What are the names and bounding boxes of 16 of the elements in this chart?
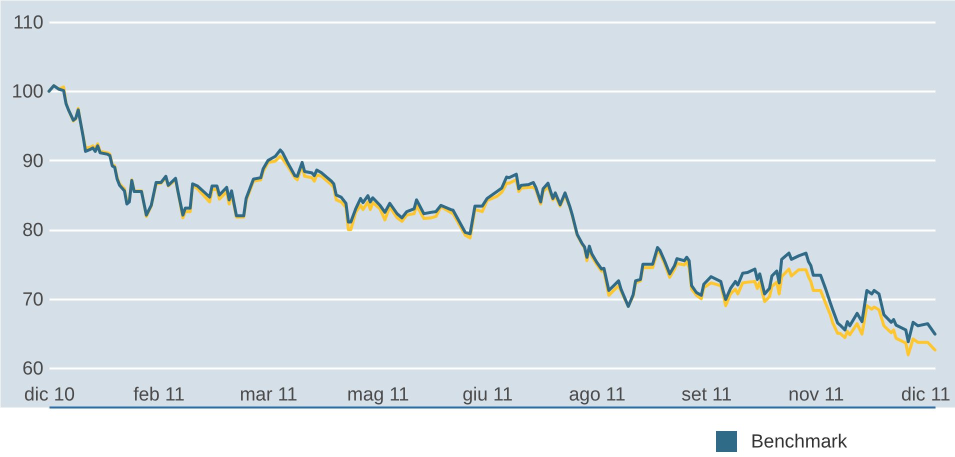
- x-tick-label: dic 10: [24, 384, 75, 406]
- x-tick-label: set 11: [682, 384, 732, 406]
- x-tick-label: mar 11: [240, 384, 298, 406]
- x-tick-label: feb 11: [133, 384, 185, 406]
- y-tick-label: 90: [22, 150, 44, 172]
- y-tick-label: 100: [12, 82, 44, 103]
- y-tick-label: 60: [22, 358, 44, 380]
- x-tick-label: mag 11: [347, 384, 410, 406]
- x-tick-label: ago 11: [568, 384, 626, 406]
- legend-label: Benchmark: [751, 432, 848, 452]
- y-tick-label: 80: [22, 220, 44, 242]
- x-tick-label: giu 11: [462, 384, 513, 406]
- x-tick-label: nov 11: [788, 384, 844, 406]
- y-tick-label: 70: [22, 289, 44, 310]
- x-tick-label: dic 11: [901, 384, 950, 406]
- y-tick-label: 110: [13, 12, 44, 34]
